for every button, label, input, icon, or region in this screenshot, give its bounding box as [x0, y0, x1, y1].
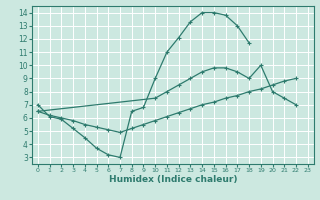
X-axis label: Humidex (Indice chaleur): Humidex (Indice chaleur)	[108, 175, 237, 184]
